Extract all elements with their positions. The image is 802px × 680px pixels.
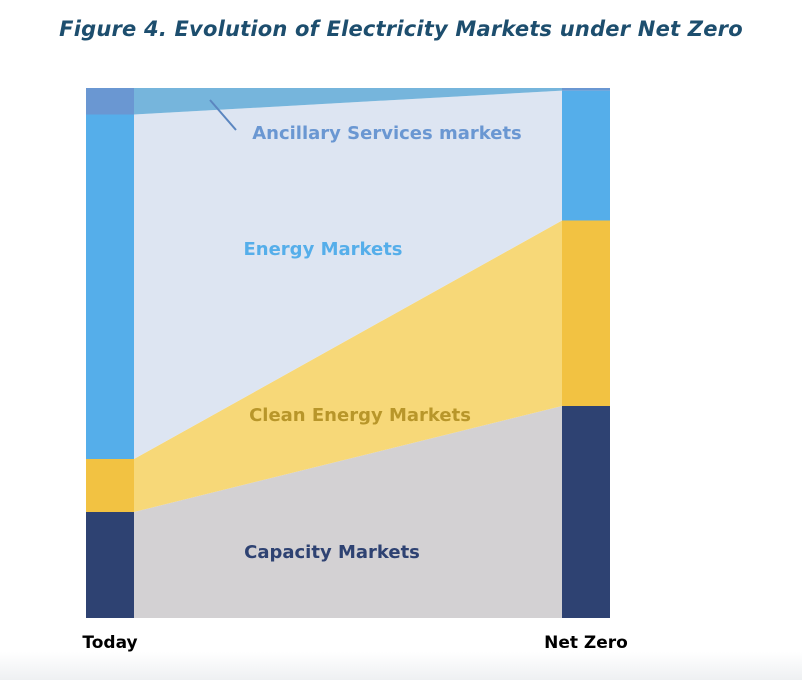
flow-ancillary-services-markets: [134, 88, 562, 115]
flow-capacity-markets: [134, 406, 562, 618]
figure-title: Figure 4. Evolution of Electricity Marke…: [59, 17, 743, 41]
bar-net-zero-ancillary-services-markets: [562, 88, 610, 91]
label-energy-markets: Energy Markets: [243, 239, 402, 260]
flow-clean-energy-markets: [134, 220, 562, 512]
bottom-edge-shade: [0, 652, 802, 680]
bar-today-ancillary-services-markets: [86, 88, 134, 115]
ancillary-leader-line: [209, 99, 237, 131]
bar-net-zero-clean-energy-markets: [562, 220, 610, 406]
bar-net-zero-capacity-markets: [562, 406, 610, 618]
stacked-bars: [86, 88, 610, 618]
flow-bands: [134, 88, 562, 618]
bar-today-energy-markets: [86, 114, 134, 459]
category-label-net-zero: Net Zero: [544, 633, 628, 653]
label-ancillary-services-markets: Ancillary Services markets: [252, 123, 522, 144]
category-labels: Today Net Zero: [82, 633, 627, 653]
bar-net-zero-energy-markets: [562, 90, 610, 221]
segment-labels: Capacity Markets Clean Energy Markets Ener…: [243, 123, 521, 563]
bar-today-clean-energy-markets: [86, 459, 134, 512]
bar-today-capacity-markets: [86, 512, 134, 618]
category-label-today: Today: [82, 633, 137, 653]
label-capacity-markets: Capacity Markets: [244, 542, 420, 563]
label-clean-energy-markets: Clean Energy Markets: [249, 405, 471, 426]
flow-energy-markets: [134, 90, 562, 460]
